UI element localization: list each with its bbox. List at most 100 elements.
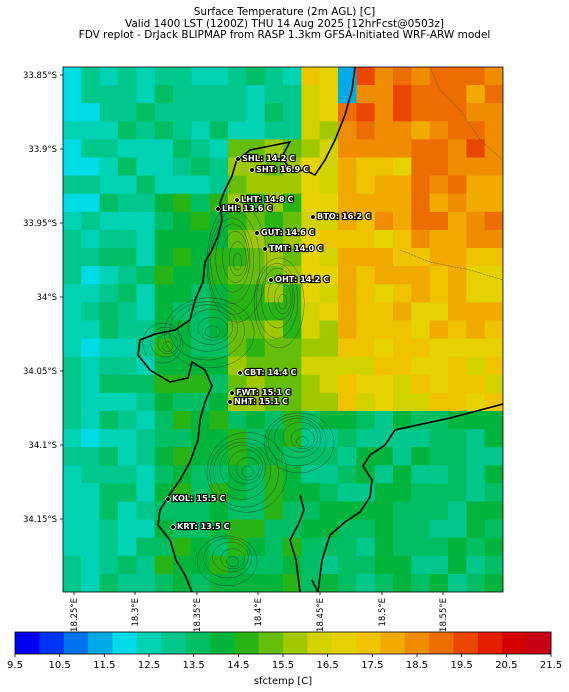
temperature-cell — [136, 121, 156, 140]
temperature-cell — [448, 103, 467, 122]
terrain-contour — [208, 211, 261, 315]
temperature-cell — [429, 483, 449, 502]
temperature-cell — [246, 483, 266, 502]
temperature-cell — [411, 67, 431, 86]
temperature-cell — [393, 157, 412, 177]
temperature-cell — [393, 266, 412, 285]
temperature-cell — [319, 266, 339, 285]
temperature-cell — [99, 103, 119, 122]
temperature-cell — [136, 85, 156, 104]
station-label: SHL: 14.2 C — [242, 153, 295, 163]
temperature-cell — [228, 193, 247, 213]
temperature-cell — [448, 320, 467, 340]
temperature-cell — [118, 338, 137, 358]
temperature-cell — [264, 410, 284, 430]
temperature-cell — [63, 193, 82, 213]
temperature-cell — [466, 121, 486, 140]
temperature-cell — [264, 374, 284, 394]
temperature-cell — [63, 211, 82, 231]
temperature-cell — [319, 519, 339, 539]
temperature-cell — [319, 121, 339, 140]
temperature-cell — [173, 519, 192, 539]
temperature-cell — [301, 465, 321, 484]
terrain-contour — [162, 341, 173, 352]
colorbar-swatch — [356, 632, 381, 654]
temperature-cell — [264, 67, 284, 86]
map-title-line-2: Valid 1400 LST (1200Z) THU 14 Aug 2025 [… — [125, 18, 444, 30]
station-label: TMT: 14.0 C — [269, 243, 323, 253]
temperature-cell — [301, 85, 321, 104]
temperature-cell — [448, 447, 467, 466]
temperature-cell — [484, 356, 503, 376]
temperature-cell — [209, 465, 229, 484]
terrain-contour — [206, 432, 288, 513]
temperature-cell — [81, 537, 101, 557]
temperature-cell — [411, 248, 431, 267]
temperature-cell — [466, 392, 486, 412]
colorbar-swatch — [429, 632, 454, 654]
temperature-cell — [338, 410, 357, 430]
coastline — [137, 67, 503, 592]
temperature-cell — [264, 175, 284, 195]
temperature-cell — [429, 157, 449, 177]
temperature-cell — [393, 447, 412, 466]
temperature-cell — [429, 302, 449, 321]
temperature-cell — [411, 175, 431, 195]
temperature-cell — [173, 501, 192, 521]
temperature-cell — [136, 157, 156, 177]
temperature-cell — [99, 211, 119, 231]
temperature-cell — [393, 302, 412, 321]
temperature-cell — [154, 139, 174, 159]
temperature-cell — [466, 229, 486, 249]
temperature-cell — [118, 519, 137, 539]
temperature-cell — [374, 392, 394, 412]
terrain-contour — [274, 283, 292, 315]
temperature-cell — [429, 356, 449, 376]
lat-tick-label: 34°S — [37, 293, 57, 303]
temperature-cell — [154, 465, 174, 484]
temperature-cell — [374, 320, 394, 340]
temperature-cell — [448, 374, 467, 394]
temperature-cell — [484, 320, 503, 340]
temperature-cell — [393, 501, 412, 521]
temperature-cell — [136, 374, 156, 394]
temperature-cell — [209, 374, 229, 394]
temperature-cell — [411, 356, 431, 376]
temperature-cell — [63, 266, 82, 285]
temperature-cell — [393, 211, 412, 231]
temperature-cell — [173, 266, 192, 285]
temperature-cell — [246, 175, 266, 195]
temperature-cell — [301, 555, 321, 575]
temperature-cell — [154, 67, 174, 86]
temperature-cell — [484, 266, 503, 285]
temperature-cell — [81, 284, 101, 303]
temperature-cell — [81, 429, 101, 448]
temperature-cell — [118, 211, 137, 231]
temperature-cell — [411, 103, 431, 122]
terrain-contour — [228, 241, 247, 277]
temperature-cell — [81, 501, 101, 521]
temperature-cell — [246, 356, 266, 376]
temperature-cell — [191, 501, 211, 521]
colorbar-tick-label: 11.5 — [93, 660, 115, 671]
station-marker — [165, 496, 171, 502]
temperature-cell — [301, 356, 321, 376]
temperature-cell — [118, 157, 137, 177]
temperature-cell — [209, 447, 229, 466]
temperature-cell — [154, 338, 174, 358]
terrain-contour — [142, 322, 183, 364]
temperature-cell — [356, 121, 376, 140]
temperature-cell — [81, 229, 101, 249]
temperature-cell — [63, 139, 82, 159]
temperature-cell — [429, 338, 449, 358]
temperature-cell — [484, 537, 503, 557]
temperature-cell — [374, 555, 394, 575]
temperature-cell — [319, 555, 339, 575]
temperature-cell — [99, 573, 119, 592]
temperature-cell — [118, 374, 137, 394]
temperature-cell — [99, 320, 119, 340]
station-marker — [227, 399, 233, 405]
lat-tick-label: 34.15°S — [23, 515, 57, 525]
colorbar-swatch — [88, 632, 113, 654]
temperature-cell — [393, 483, 412, 502]
